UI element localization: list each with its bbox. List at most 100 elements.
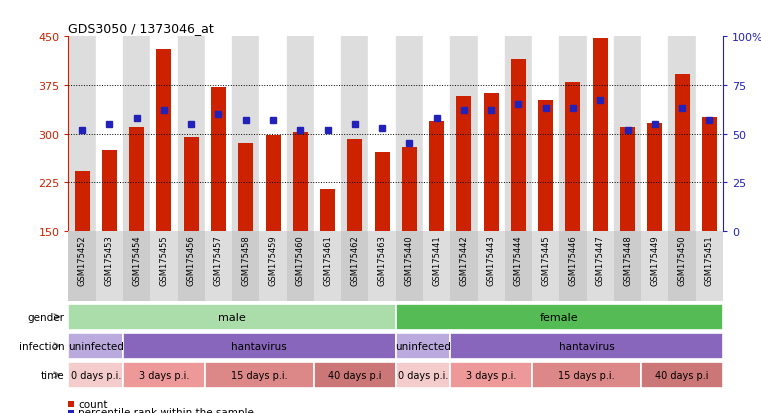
Bar bbox=[320, 189, 335, 231]
Bar bbox=[396, 362, 451, 388]
Text: GSM175446: GSM175446 bbox=[568, 235, 578, 285]
Bar bbox=[293, 133, 307, 231]
Text: 15 days p.i.: 15 days p.i. bbox=[231, 370, 288, 380]
Bar bbox=[532, 362, 641, 388]
Bar bbox=[123, 333, 396, 359]
Bar bbox=[68, 304, 396, 330]
Bar bbox=[696, 231, 723, 301]
Bar bbox=[451, 333, 723, 359]
Text: GDS3050 / 1373046_at: GDS3050 / 1373046_at bbox=[68, 21, 215, 35]
Bar bbox=[396, 231, 423, 301]
Text: GSM175463: GSM175463 bbox=[377, 235, 387, 285]
Bar bbox=[205, 37, 232, 231]
Bar bbox=[565, 83, 581, 231]
Bar bbox=[668, 231, 696, 301]
Text: GSM175454: GSM175454 bbox=[132, 235, 141, 285]
Text: uninfected: uninfected bbox=[395, 341, 451, 351]
Text: GSM175444: GSM175444 bbox=[514, 235, 523, 285]
Text: GSM175440: GSM175440 bbox=[405, 235, 414, 285]
Bar bbox=[368, 37, 396, 231]
Bar bbox=[451, 37, 478, 231]
Bar bbox=[123, 37, 151, 231]
Bar bbox=[129, 128, 144, 231]
Bar bbox=[511, 60, 526, 231]
Bar bbox=[96, 231, 123, 301]
Text: percentile rank within the sample: percentile rank within the sample bbox=[78, 407, 254, 413]
Text: GSM175455: GSM175455 bbox=[160, 235, 168, 285]
Bar bbox=[696, 37, 723, 231]
Bar bbox=[538, 101, 553, 231]
Bar bbox=[532, 231, 559, 301]
Text: count: count bbox=[78, 399, 108, 409]
Bar bbox=[177, 37, 205, 231]
Bar bbox=[505, 231, 532, 301]
Bar bbox=[287, 37, 314, 231]
Bar bbox=[150, 37, 177, 231]
Bar bbox=[211, 88, 226, 231]
Text: uninfected: uninfected bbox=[68, 341, 124, 351]
Text: 3 days p.i.: 3 days p.i. bbox=[139, 370, 189, 380]
Bar bbox=[341, 231, 368, 301]
Bar bbox=[478, 37, 505, 231]
Text: 0 days p.i.: 0 days p.i. bbox=[398, 370, 448, 380]
Bar bbox=[123, 362, 205, 388]
Bar bbox=[396, 304, 723, 330]
Text: GSM175459: GSM175459 bbox=[269, 235, 278, 285]
Bar bbox=[396, 37, 423, 231]
Bar bbox=[587, 231, 614, 301]
Text: GSM175442: GSM175442 bbox=[460, 235, 468, 285]
Text: male: male bbox=[218, 312, 246, 322]
Bar bbox=[587, 37, 614, 231]
Bar bbox=[423, 37, 451, 231]
Bar bbox=[374, 152, 390, 231]
Bar bbox=[451, 362, 532, 388]
Bar bbox=[232, 231, 260, 301]
Bar bbox=[620, 128, 635, 231]
Text: female: female bbox=[540, 312, 578, 322]
Bar bbox=[177, 231, 205, 301]
Text: GSM175441: GSM175441 bbox=[432, 235, 441, 285]
Text: hantavirus: hantavirus bbox=[559, 341, 614, 351]
Text: infection: infection bbox=[19, 341, 65, 351]
Bar bbox=[614, 231, 641, 301]
Bar bbox=[238, 144, 253, 231]
Text: GSM175460: GSM175460 bbox=[296, 235, 304, 285]
Bar bbox=[232, 37, 260, 231]
Bar bbox=[287, 231, 314, 301]
Bar bbox=[260, 37, 287, 231]
Bar bbox=[559, 231, 587, 301]
Bar bbox=[648, 123, 662, 231]
Text: GSM175449: GSM175449 bbox=[651, 235, 659, 285]
Bar bbox=[396, 333, 451, 359]
Bar bbox=[429, 121, 444, 231]
Text: time: time bbox=[41, 370, 65, 380]
Bar bbox=[314, 37, 341, 231]
Bar bbox=[484, 94, 498, 231]
Text: gender: gender bbox=[27, 312, 65, 322]
Text: GSM175451: GSM175451 bbox=[705, 235, 714, 285]
Bar bbox=[183, 138, 199, 231]
Bar bbox=[314, 362, 396, 388]
Bar bbox=[423, 231, 451, 301]
Bar bbox=[559, 37, 587, 231]
Text: GSM175443: GSM175443 bbox=[487, 235, 495, 285]
Bar bbox=[668, 37, 696, 231]
Bar bbox=[266, 135, 281, 231]
Bar bbox=[641, 362, 723, 388]
Bar bbox=[505, 37, 532, 231]
Text: 40 days p.i: 40 days p.i bbox=[655, 370, 708, 380]
Bar bbox=[702, 118, 717, 231]
Bar bbox=[347, 140, 362, 231]
Bar bbox=[478, 231, 505, 301]
Bar bbox=[68, 362, 123, 388]
Bar bbox=[641, 231, 668, 301]
Bar bbox=[96, 37, 123, 231]
Text: hantavirus: hantavirus bbox=[231, 341, 287, 351]
Bar bbox=[157, 50, 171, 231]
Bar bbox=[457, 97, 471, 231]
Bar bbox=[68, 231, 96, 301]
Bar bbox=[102, 150, 117, 231]
Text: GSM175457: GSM175457 bbox=[214, 235, 223, 285]
Text: GSM175450: GSM175450 bbox=[677, 235, 686, 285]
Text: GSM175447: GSM175447 bbox=[596, 235, 605, 285]
